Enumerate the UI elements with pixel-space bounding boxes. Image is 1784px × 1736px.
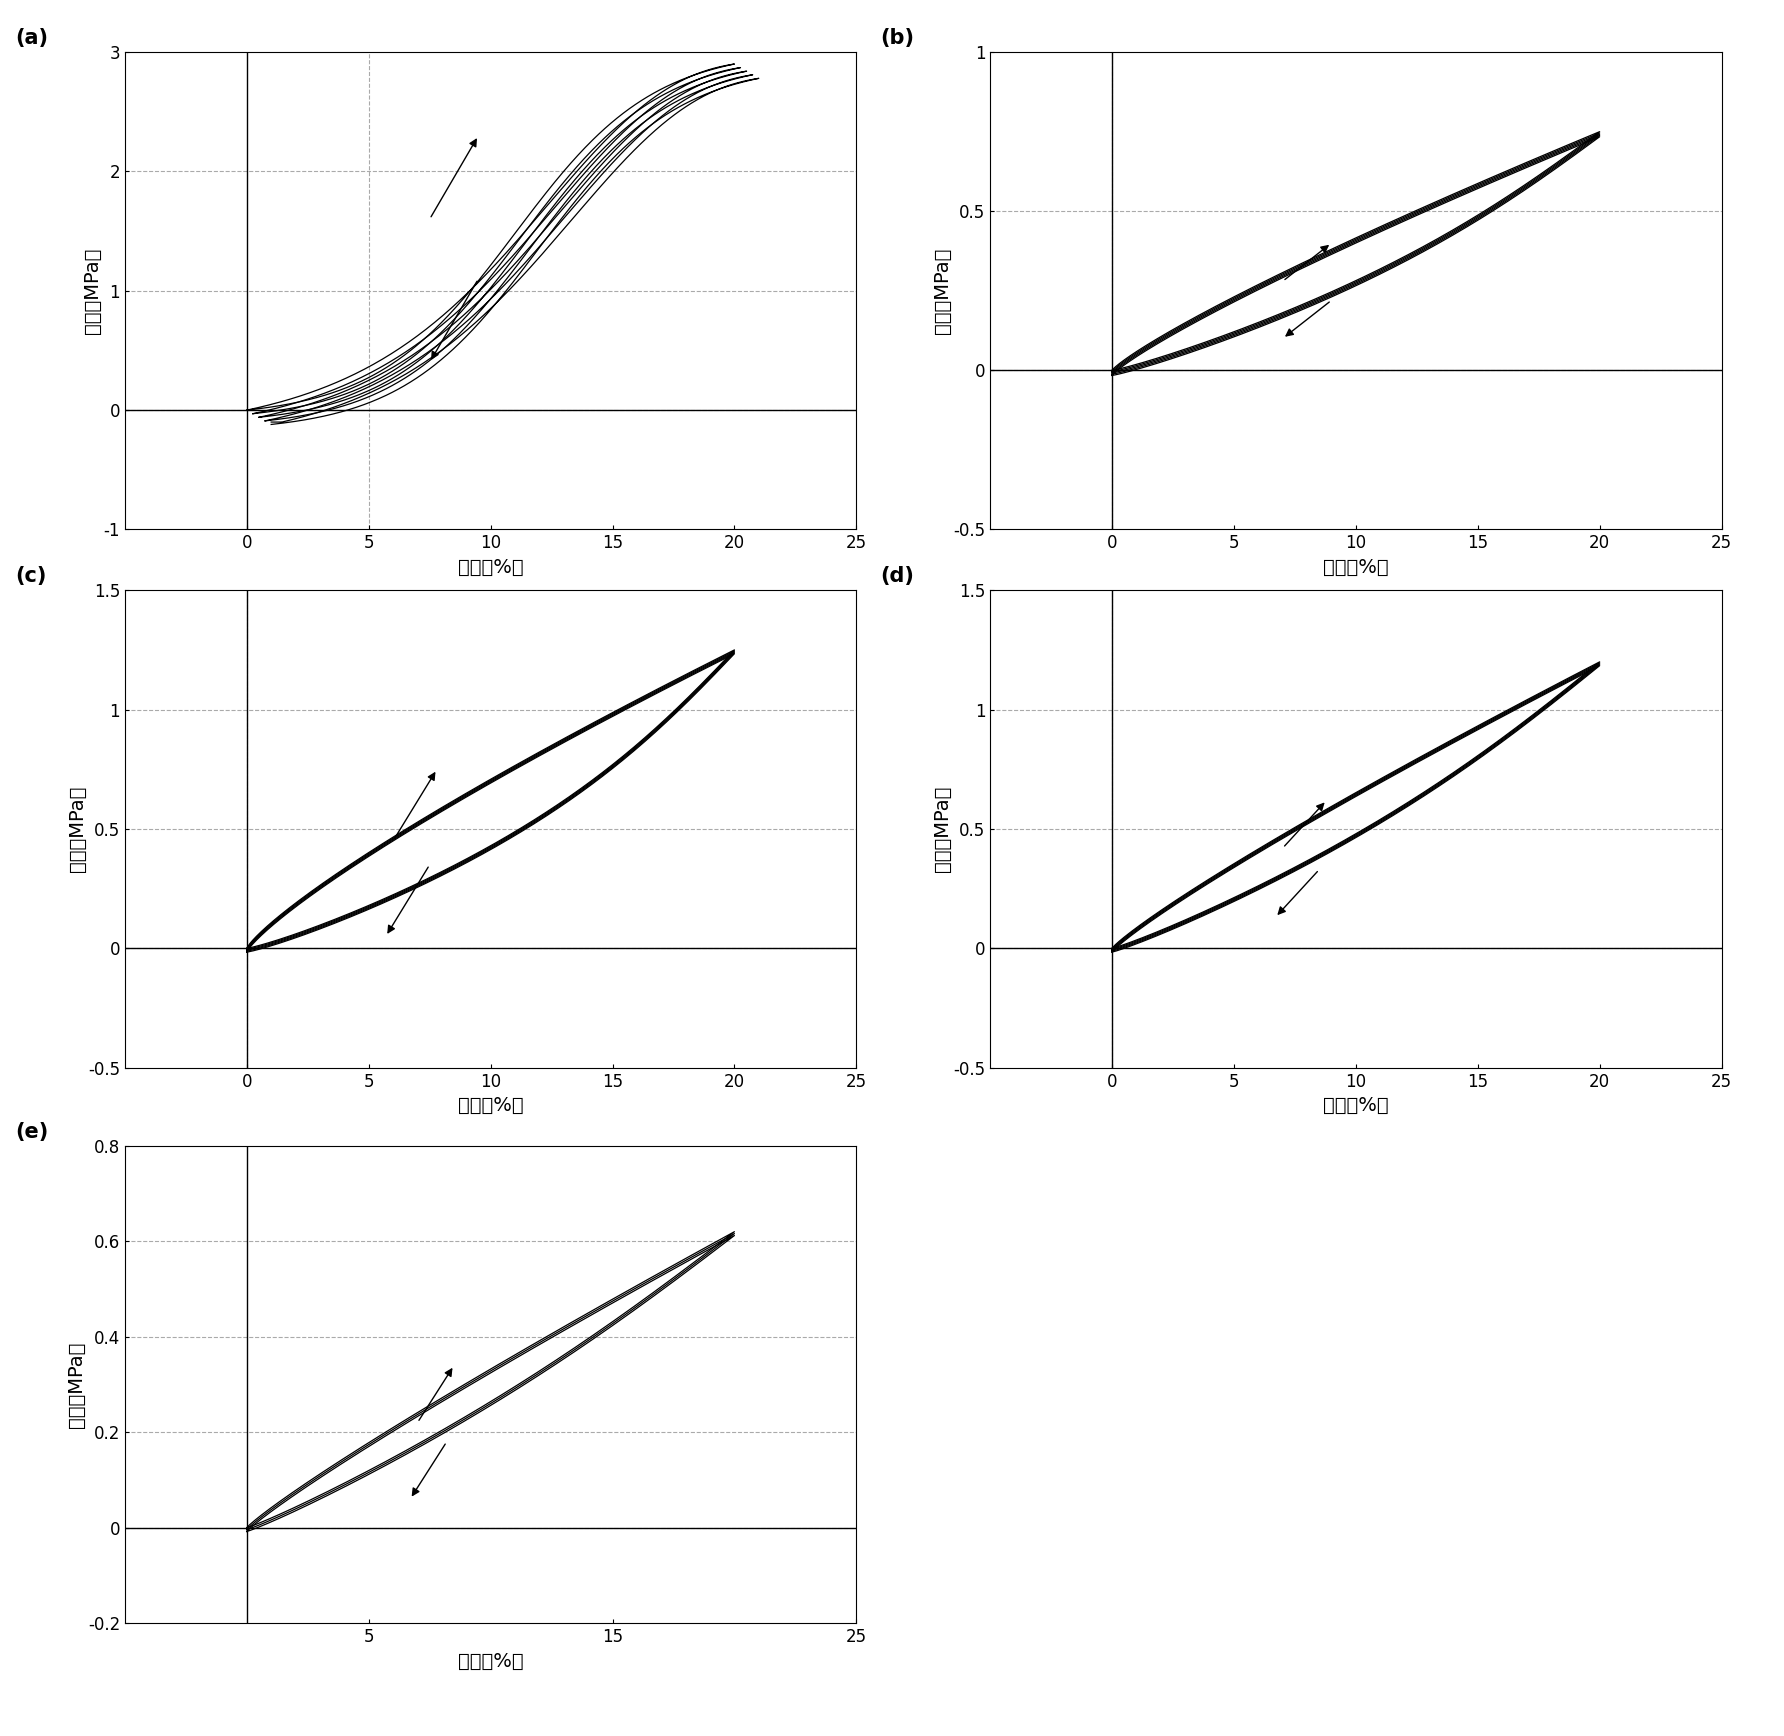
Y-axis label: 应力［MPa］: 应力［MPa］	[933, 786, 951, 871]
X-axis label: 应变［%］: 应变［%］	[458, 1095, 523, 1115]
Text: (d): (d)	[881, 566, 913, 587]
Text: (e): (e)	[16, 1121, 48, 1142]
Y-axis label: 应力［MPa］: 应力［MPa］	[68, 786, 86, 871]
X-axis label: 应变［%］: 应变［%］	[1324, 1095, 1388, 1115]
X-axis label: 应变［%］: 应变［%］	[458, 1651, 523, 1670]
Y-axis label: 应力［MPa］: 应力［MPa］	[68, 1342, 86, 1427]
Text: (c): (c)	[16, 566, 46, 587]
X-axis label: 应变［%］: 应变［%］	[1324, 557, 1388, 576]
X-axis label: 应变［%］: 应变［%］	[458, 557, 523, 576]
Y-axis label: 应力［MPa］: 应力［MPa］	[84, 248, 102, 333]
Y-axis label: 应力［MPa］: 应力［MPa］	[933, 248, 951, 333]
Text: (a): (a)	[16, 28, 48, 49]
Text: (b): (b)	[881, 28, 915, 49]
